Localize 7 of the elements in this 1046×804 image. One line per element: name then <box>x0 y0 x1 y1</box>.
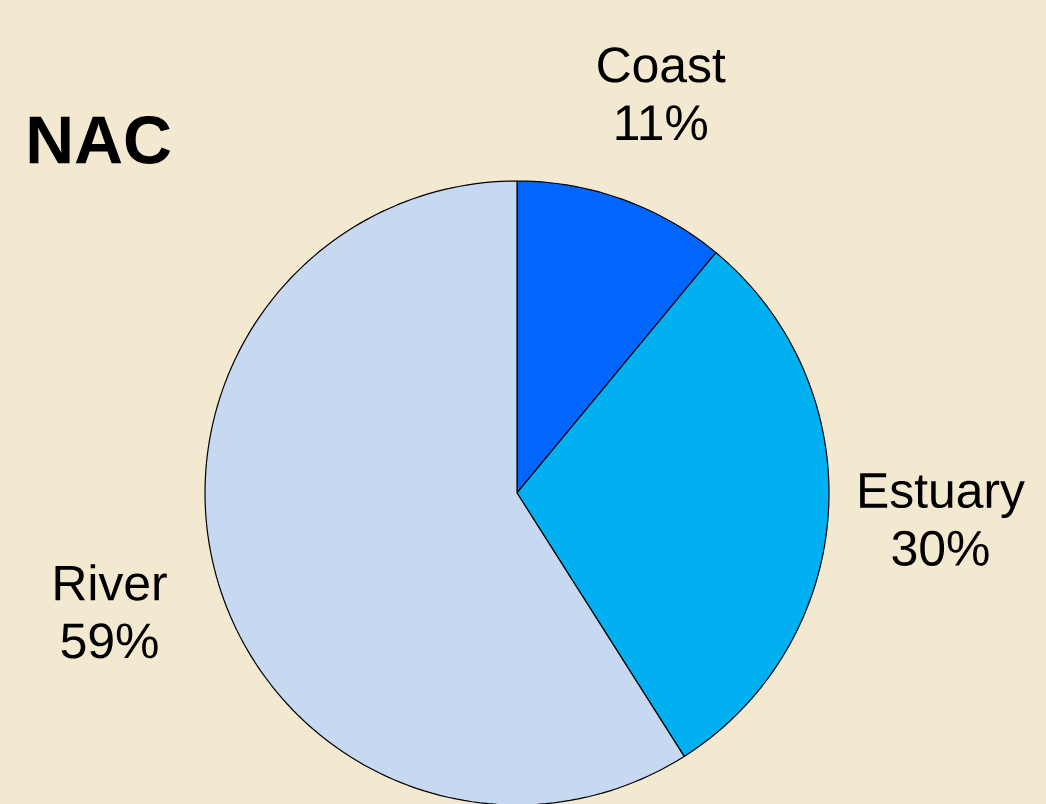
slice-label: River <box>55 564 167 601</box>
data-label: 59% <box>61 623 158 659</box>
slice-label: Coast <box>598 47 726 83</box>
data-label: 11% <box>616 105 707 141</box>
data-label: 30% <box>892 530 989 566</box>
text: NAC <box>29 115 171 164</box>
slice-label: Estuary <box>860 473 1025 518</box>
